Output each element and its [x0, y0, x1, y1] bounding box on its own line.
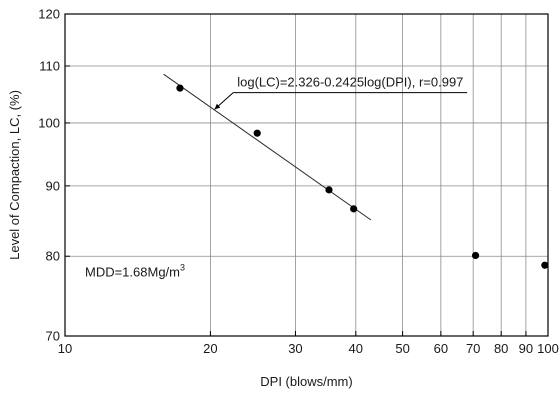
mdd-label-main: MDD=1.68Mg/m [85, 265, 180, 280]
data-point [253, 129, 261, 137]
equation-annotation [214, 92, 468, 110]
x-axis-title: DPI (blows/mm) [260, 374, 352, 389]
fit-line [163, 73, 372, 221]
equation-arrowhead [214, 103, 221, 110]
y-tick-label: 100 [38, 115, 60, 130]
mdd-label: MDD=1.68Mg/m3 [85, 263, 185, 280]
y-tick-label: 80 [46, 249, 60, 264]
x-tick-label: 40 [349, 341, 363, 356]
data-point [176, 84, 184, 92]
x-tick-label: 60 [434, 341, 448, 356]
plot-frame [64, 13, 549, 337]
x-axis-ticks: 10 20 30 40 50 60 70 80 90 100 [58, 331, 559, 356]
x-tick-label: 70 [466, 341, 480, 356]
x-tick-label: 20 [203, 341, 217, 356]
data-point [471, 251, 480, 260]
y-tick-label: 90 [46, 178, 60, 193]
y-tick-label: 120 [38, 7, 60, 22]
y-tick-label: 70 [46, 329, 60, 344]
x-tick-label: 100 [537, 341, 559, 356]
y-axis-ticks: 70 80 90 100 110 120 [38, 7, 70, 344]
x-tick-label: 90 [519, 341, 533, 356]
fit-line-group [163, 73, 372, 221]
equation-label: log(LC)=2.326-0.2425log(DPI), r=0.997 [237, 75, 463, 90]
data-point [325, 186, 333, 194]
y-tick-label: 110 [39, 58, 60, 73]
x-tick-label: 50 [395, 341, 409, 356]
mdd-label-superscript: 3 [180, 263, 185, 273]
data-point [541, 261, 549, 269]
x-tick-label: 30 [288, 341, 302, 356]
x-tick-label: 10 [58, 341, 72, 356]
data-point [350, 205, 358, 213]
x-tick-label: 80 [494, 341, 508, 356]
y-axis-title: Level of Compaction, LC, (%) [7, 90, 22, 260]
data-points [176, 84, 549, 269]
